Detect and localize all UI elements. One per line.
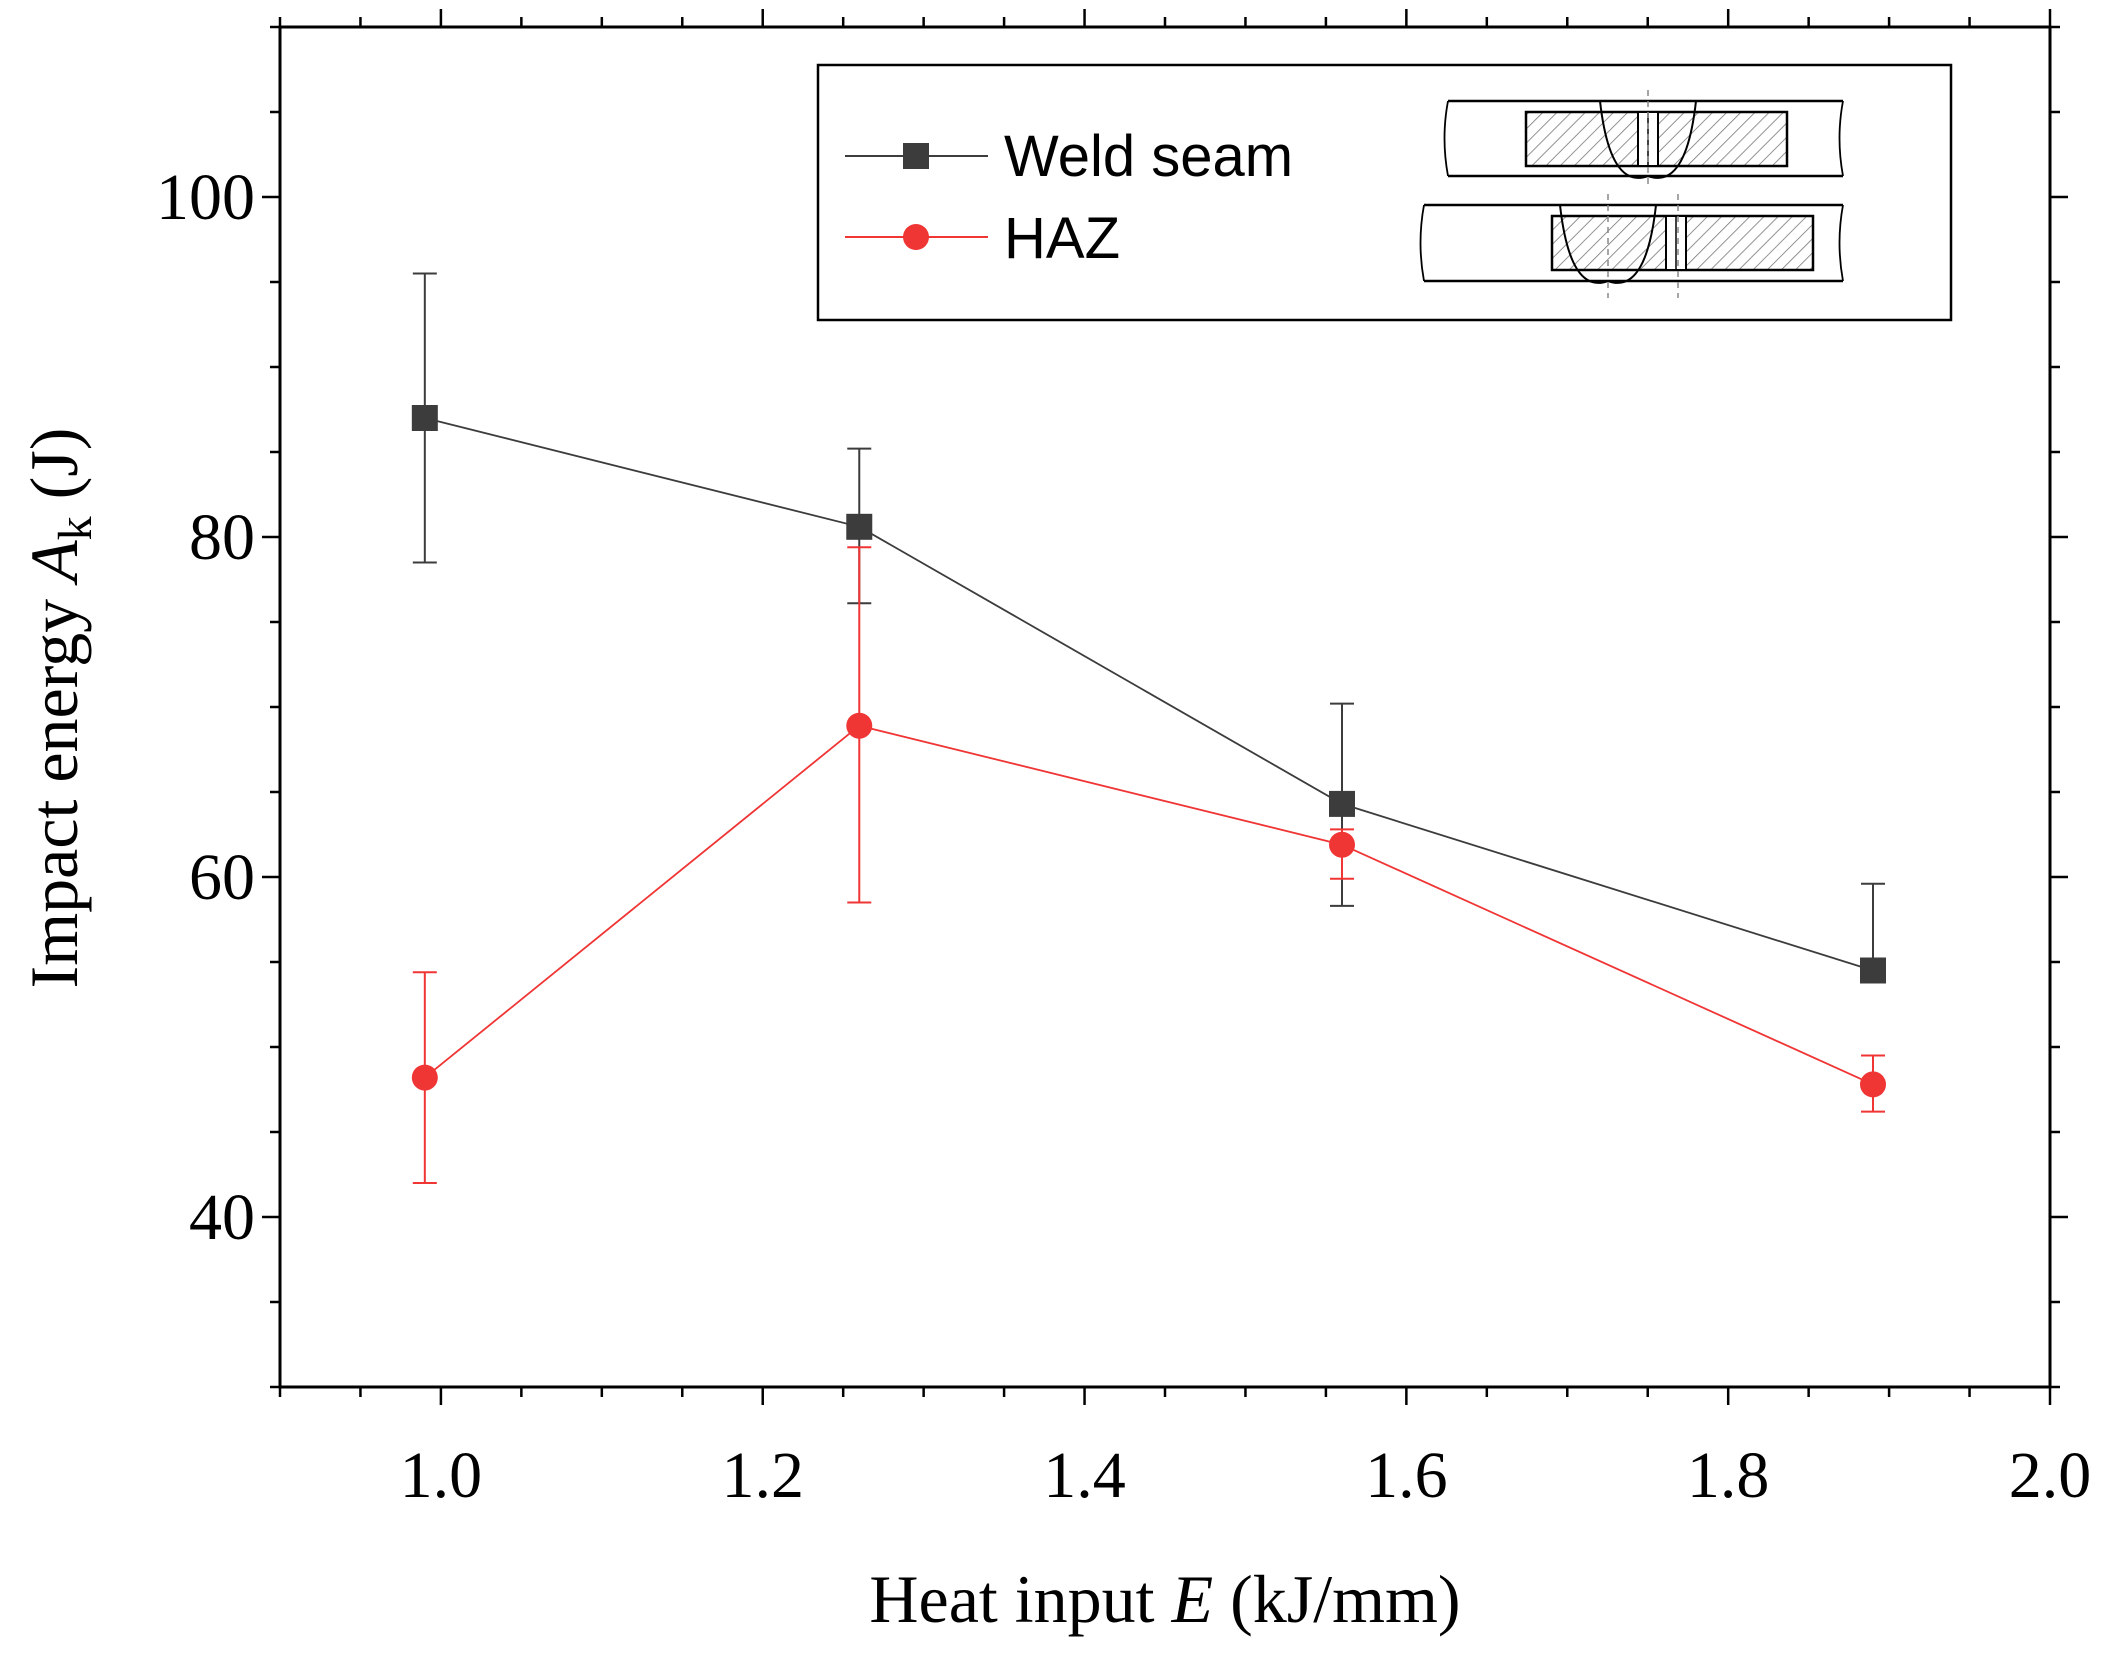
x-axis-label-suffix: (kJ/mm) xyxy=(1213,1561,1460,1637)
x-axis-label-prefix: Heat input xyxy=(869,1561,1171,1637)
legend-marker-weld-seam xyxy=(903,143,929,169)
x-tick-label: 1.8 xyxy=(1687,1439,1770,1512)
y-axis-label: Impact energy Ak (J) xyxy=(16,428,102,989)
x-axis-label: Heat input E (kJ/mm) xyxy=(869,1561,1460,1637)
specimen-schematic xyxy=(1419,90,1844,298)
y-tick-label: 40 xyxy=(189,1181,255,1254)
x-tick-label: 2.0 xyxy=(2009,1439,2092,1512)
series-weld-seam xyxy=(411,272,1886,984)
y-tick-label: 100 xyxy=(156,161,255,234)
data-point-weld-seam xyxy=(411,405,438,431)
y-axis-label-prefix: Impact energy xyxy=(16,582,92,989)
x-tick-label: 1.0 xyxy=(400,1439,483,1512)
series-line-weld-seam xyxy=(424,417,1874,972)
series-layer xyxy=(411,272,1886,1184)
error-bar-weld-seam xyxy=(1861,882,1885,972)
data-point-haz xyxy=(1329,831,1355,858)
series-haz xyxy=(411,546,1886,1184)
data-point-haz xyxy=(411,1064,438,1091)
x-tick-label: 1.6 xyxy=(1365,1439,1448,1512)
series-line-haz xyxy=(424,724,1874,1086)
data-point-weld-seam xyxy=(846,513,873,540)
axis-ticks xyxy=(262,9,2068,1405)
x-tick-label: 1.2 xyxy=(721,1439,804,1512)
legend-label-haz: HAZ xyxy=(1004,206,1120,271)
x-axis-label-variable: E xyxy=(1171,1561,1214,1637)
y-tick-label: 80 xyxy=(189,501,255,574)
y-axis-label-variable: A xyxy=(16,540,92,586)
y-axis-label-suffix: (J) xyxy=(16,428,92,517)
x-tick-label: 1.4 xyxy=(1043,1439,1126,1512)
legend: Weld seam HAZ xyxy=(816,63,1953,322)
y-axis-label-subscript: k xyxy=(49,516,102,540)
data-point-haz xyxy=(1860,1071,1886,1098)
data-point-haz xyxy=(846,712,873,739)
legend-label-weld-seam: Weld seam xyxy=(1004,124,1293,189)
legend-marker-haz xyxy=(903,224,929,250)
axis-tick-labels: 1.0 1.2 1.4 1.6 1.8 2.0 40 60 80 100 xyxy=(156,161,2091,1512)
data-point-weld-seam xyxy=(1329,790,1355,817)
legend-box xyxy=(816,63,1953,322)
y-tick-label: 60 xyxy=(189,841,255,914)
data-point-weld-seam xyxy=(1860,957,1886,984)
